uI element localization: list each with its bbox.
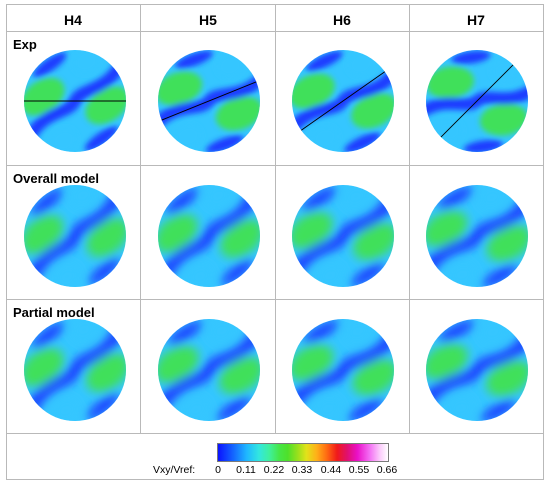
column-header-h6: H6 bbox=[333, 12, 351, 28]
colorbar-tick: 0.66 bbox=[376, 464, 398, 476]
column-header-h5: H5 bbox=[199, 12, 217, 28]
disk-partial-h6 bbox=[292, 319, 394, 421]
disk-overall-h4 bbox=[24, 185, 126, 287]
disk-overall-h7 bbox=[426, 185, 528, 287]
disk-exp-h6 bbox=[292, 50, 394, 152]
grid-line-right bbox=[543, 4, 544, 480]
colorbar-tick: 0.44 bbox=[320, 464, 342, 476]
colorbar-tick: 0 bbox=[215, 464, 221, 476]
grid-line-col1 bbox=[140, 4, 141, 434]
column-header-h7: H7 bbox=[467, 12, 485, 28]
disk-overall-h6 bbox=[292, 185, 394, 287]
disk-partial-h7 bbox=[426, 319, 528, 421]
row-label-overall-model: Overall model bbox=[13, 171, 99, 186]
grid-line-col2 bbox=[275, 4, 276, 434]
disk-partial-h5 bbox=[158, 319, 260, 421]
colorbar-tick: 0.11 bbox=[236, 464, 256, 476]
colorbar-tick: 0.55 bbox=[348, 464, 370, 476]
row-label-exp: Exp bbox=[13, 37, 37, 52]
grid-line-left bbox=[6, 4, 7, 480]
grid-line-bottom bbox=[6, 479, 544, 480]
colorbar-label: Vxy/Vref: bbox=[153, 464, 196, 476]
column-header-h4: H4 bbox=[64, 12, 82, 28]
disk-exp-h5 bbox=[158, 50, 260, 152]
row-label-partial-model: Partial model bbox=[13, 305, 95, 320]
disk-partial-h4 bbox=[24, 319, 126, 421]
results-grid: H4 H5 H6 H7 Exp Overall model Partial mo… bbox=[6, 4, 544, 480]
disk-overall-h5 bbox=[158, 185, 260, 287]
colorbar-tick: 0.33 bbox=[291, 464, 313, 476]
disk-exp-h4 bbox=[24, 50, 126, 152]
grid-line-col3 bbox=[409, 4, 410, 434]
disk-exp-h7 bbox=[426, 50, 528, 152]
colorbar-gradient bbox=[217, 443, 389, 462]
colorbar-tick: 0.22 bbox=[263, 464, 285, 476]
colorbar: Vxy/Vref: 0 0.11 0.22 0.33 0.44 0.55 0.6… bbox=[6, 437, 544, 481]
